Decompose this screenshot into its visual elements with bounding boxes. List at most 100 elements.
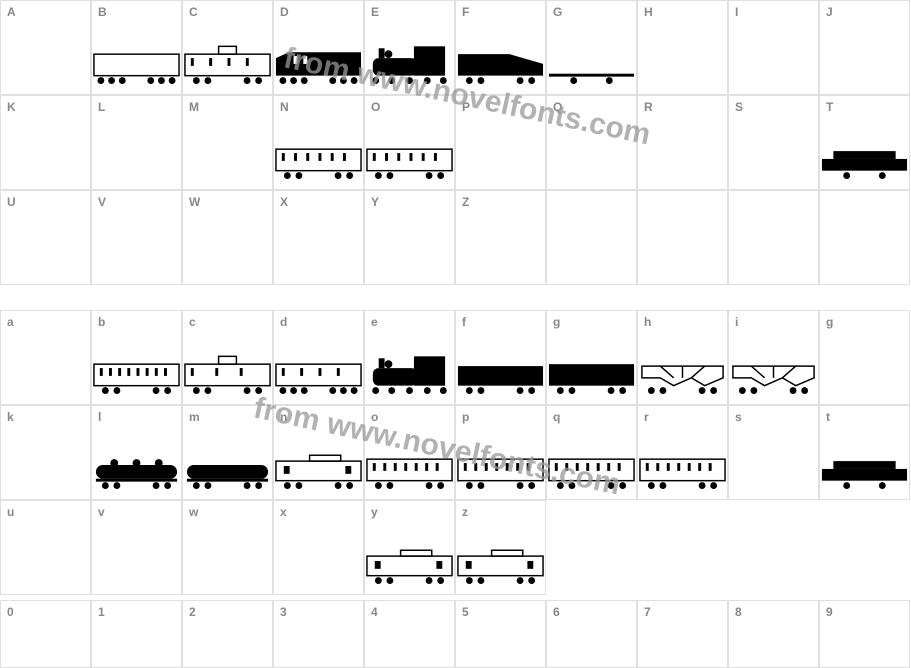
uppercase-grid: ABCDEFGHIJKLMNOPQRSTUVWXYZ	[0, 0, 910, 285]
cell-label: o	[371, 410, 378, 424]
glyph-cell: l	[91, 405, 182, 500]
glyph-cell: p	[455, 405, 546, 500]
glyph-cell: N	[273, 95, 364, 190]
cell-label: 9	[826, 605, 833, 619]
locomotive-body-left-icon	[365, 536, 454, 586]
cell-label: V	[98, 195, 106, 209]
glyph-cell: 8	[728, 600, 819, 668]
cell-label: z	[462, 505, 468, 519]
cell-label: S	[735, 100, 743, 114]
cell-label: m	[189, 410, 200, 424]
cell-label: A	[7, 5, 16, 19]
tender-icon	[456, 36, 545, 86]
cell-label: y	[371, 505, 378, 519]
cell-label: D	[280, 5, 289, 19]
cell-label: N	[280, 100, 289, 114]
cell-label: 2	[189, 605, 196, 619]
cell-label: 3	[280, 605, 287, 619]
hopper-car-right-icon	[729, 346, 818, 396]
cell-label: P	[462, 100, 470, 114]
glyph-cell: d	[273, 310, 364, 405]
cell-label: G	[553, 5, 562, 19]
steam-tender-icon	[456, 346, 545, 396]
glyph-cell: s	[728, 405, 819, 500]
cell-label: U	[7, 195, 16, 209]
glyph-cell: g	[546, 310, 637, 405]
cell-label: 8	[735, 605, 742, 619]
glyph-cell: Y	[364, 190, 455, 285]
glyph-cell: L	[91, 95, 182, 190]
caboose-icon	[183, 36, 272, 86]
locomotive-body-right-icon	[456, 536, 545, 586]
lowercase-grid: abcdefghigklmnopqrstuvwxyz	[0, 310, 910, 595]
glyph-cell: E	[364, 0, 455, 95]
cell-label: l	[98, 410, 101, 424]
glyph-cell: k	[0, 405, 91, 500]
glyph-cell: 4	[364, 600, 455, 668]
cell-label: I	[735, 5, 738, 19]
glyph-cell: 6	[546, 600, 637, 668]
cell-label: C	[189, 5, 198, 19]
cell-label: M	[189, 100, 199, 114]
cell-label: L	[98, 100, 105, 114]
tank-car-right-icon	[183, 441, 272, 491]
glyph-cell: g	[819, 310, 910, 405]
passenger-car-left-icon	[274, 131, 363, 181]
cell-label: 6	[553, 605, 560, 619]
cell-label: 1	[98, 605, 105, 619]
passenger-car-long-icon	[92, 346, 181, 396]
glyph-cell: O	[364, 95, 455, 190]
glyph-cell	[546, 190, 637, 285]
cell-label: Y	[371, 195, 379, 209]
cell-label: g	[826, 315, 833, 329]
glyph-cell: n	[273, 405, 364, 500]
coach-mid2-icon	[547, 441, 636, 491]
glyph-cell: Z	[455, 190, 546, 285]
cell-label: x	[280, 505, 287, 519]
glyph-cell: G	[546, 0, 637, 95]
cell-label: r	[644, 410, 649, 424]
cell-label: e	[371, 315, 378, 329]
diesel-unit-icon	[274, 441, 363, 491]
cell-label: h	[644, 315, 651, 329]
glyph-cell: m	[182, 405, 273, 500]
glyph-cell	[819, 190, 910, 285]
glyph-cell: c	[182, 310, 273, 405]
glyph-cell: a	[0, 310, 91, 405]
cell-label: 7	[644, 605, 651, 619]
glyph-cell: 7	[637, 600, 728, 668]
glyph-cell: F	[455, 0, 546, 95]
glyph-cell: T	[819, 95, 910, 190]
tank-car-icon	[92, 441, 181, 491]
glyph-cell: 0	[0, 600, 91, 668]
cell-label: B	[98, 5, 107, 19]
boxcar-plain-icon	[547, 346, 636, 396]
glyph-cell: r	[637, 405, 728, 500]
cell-label: X	[280, 195, 288, 209]
cell-label: T	[826, 100, 833, 114]
cell-label: v	[98, 505, 105, 519]
cell-label: H	[644, 5, 653, 19]
cell-label: 0	[7, 605, 14, 619]
glyph-cell: h	[637, 310, 728, 405]
cell-label: R	[644, 100, 653, 114]
cell-label: d	[280, 315, 287, 329]
caboose-small-icon	[183, 346, 272, 396]
glyph-cell: S	[728, 95, 819, 190]
cell-label: Q	[553, 100, 562, 114]
cell-label: F	[462, 5, 469, 19]
boxcar-long-icon	[92, 36, 181, 86]
cell-label: b	[98, 315, 105, 329]
glyph-cell: B	[91, 0, 182, 95]
glyph-cell: C	[182, 0, 273, 95]
glyph-cell: f	[455, 310, 546, 405]
glyph-cell: y	[364, 500, 455, 595]
coach-left-icon	[365, 441, 454, 491]
glyph-cell: 3	[273, 600, 364, 668]
cell-label: 5	[462, 605, 469, 619]
cell-label: Z	[462, 195, 469, 209]
glyph-cell: i	[728, 310, 819, 405]
cell-label: i	[735, 315, 738, 329]
cell-label: K	[7, 100, 16, 114]
glyph-cell: J	[819, 0, 910, 95]
